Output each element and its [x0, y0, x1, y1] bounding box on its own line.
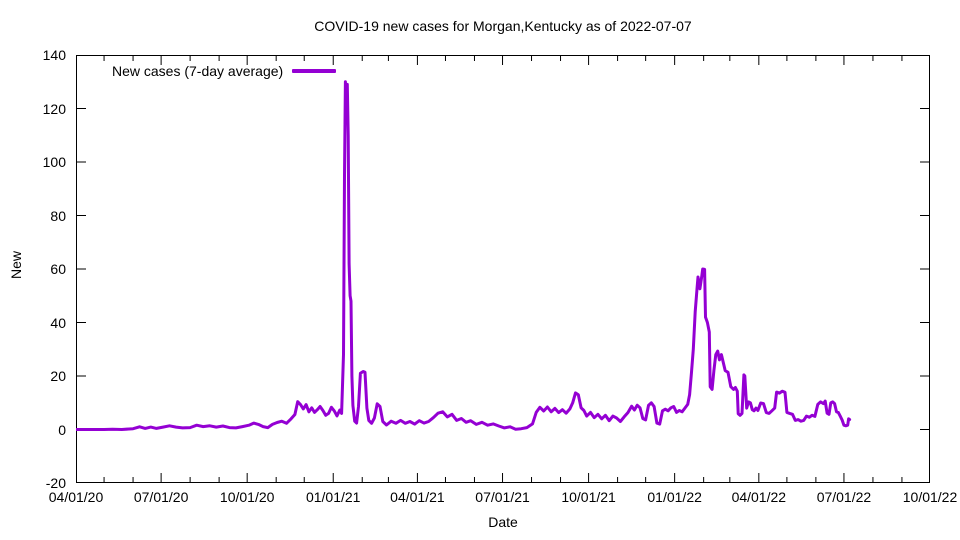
x-tick-label: 10/01/20: [219, 489, 275, 505]
legend: New cases (7-day average): [112, 62, 337, 79]
legend-line-swatch: [292, 68, 337, 73]
series-line: [76, 80, 852, 431]
y-tick-label: 120: [42, 100, 66, 117]
x-tick-label: 10/01/22: [902, 489, 958, 505]
x-tick-label: 07/01/20: [133, 489, 189, 505]
x-tick-label: 01/01/22: [647, 489, 702, 505]
y-tick-label: 20: [50, 368, 66, 384]
x-tick-label: 07/01/22: [816, 489, 872, 505]
y-tick-label: 60: [50, 261, 66, 277]
x-tick-label: 04/01/20: [48, 489, 104, 505]
x-tick-label: 10/01/21: [561, 489, 616, 505]
y-tick-label: 100: [42, 154, 66, 170]
y-tick-label: 0: [58, 421, 66, 438]
x-tick-label: 07/01/21: [475, 489, 530, 505]
x-tick-label: 01/01/21: [305, 489, 361, 505]
y-tick-label: 80: [50, 207, 66, 224]
x-tick-label: 04/01/22: [731, 489, 787, 505]
chart-title: COVID-19 new cases for Morgan,Kentucky a…: [314, 18, 692, 34]
chart-canvas: [76, 55, 930, 483]
x-tick-label: 04/01/21: [390, 489, 445, 505]
y-tick-label: 40: [50, 314, 66, 331]
plot-border: [76, 55, 930, 483]
y-tick-label: 140: [42, 47, 66, 63]
y-tick-label: -20: [45, 475, 66, 491]
plot-area: [76, 55, 930, 483]
x-axis-label: Date: [488, 514, 518, 530]
legend-label: New cases (7-day average): [112, 62, 284, 79]
